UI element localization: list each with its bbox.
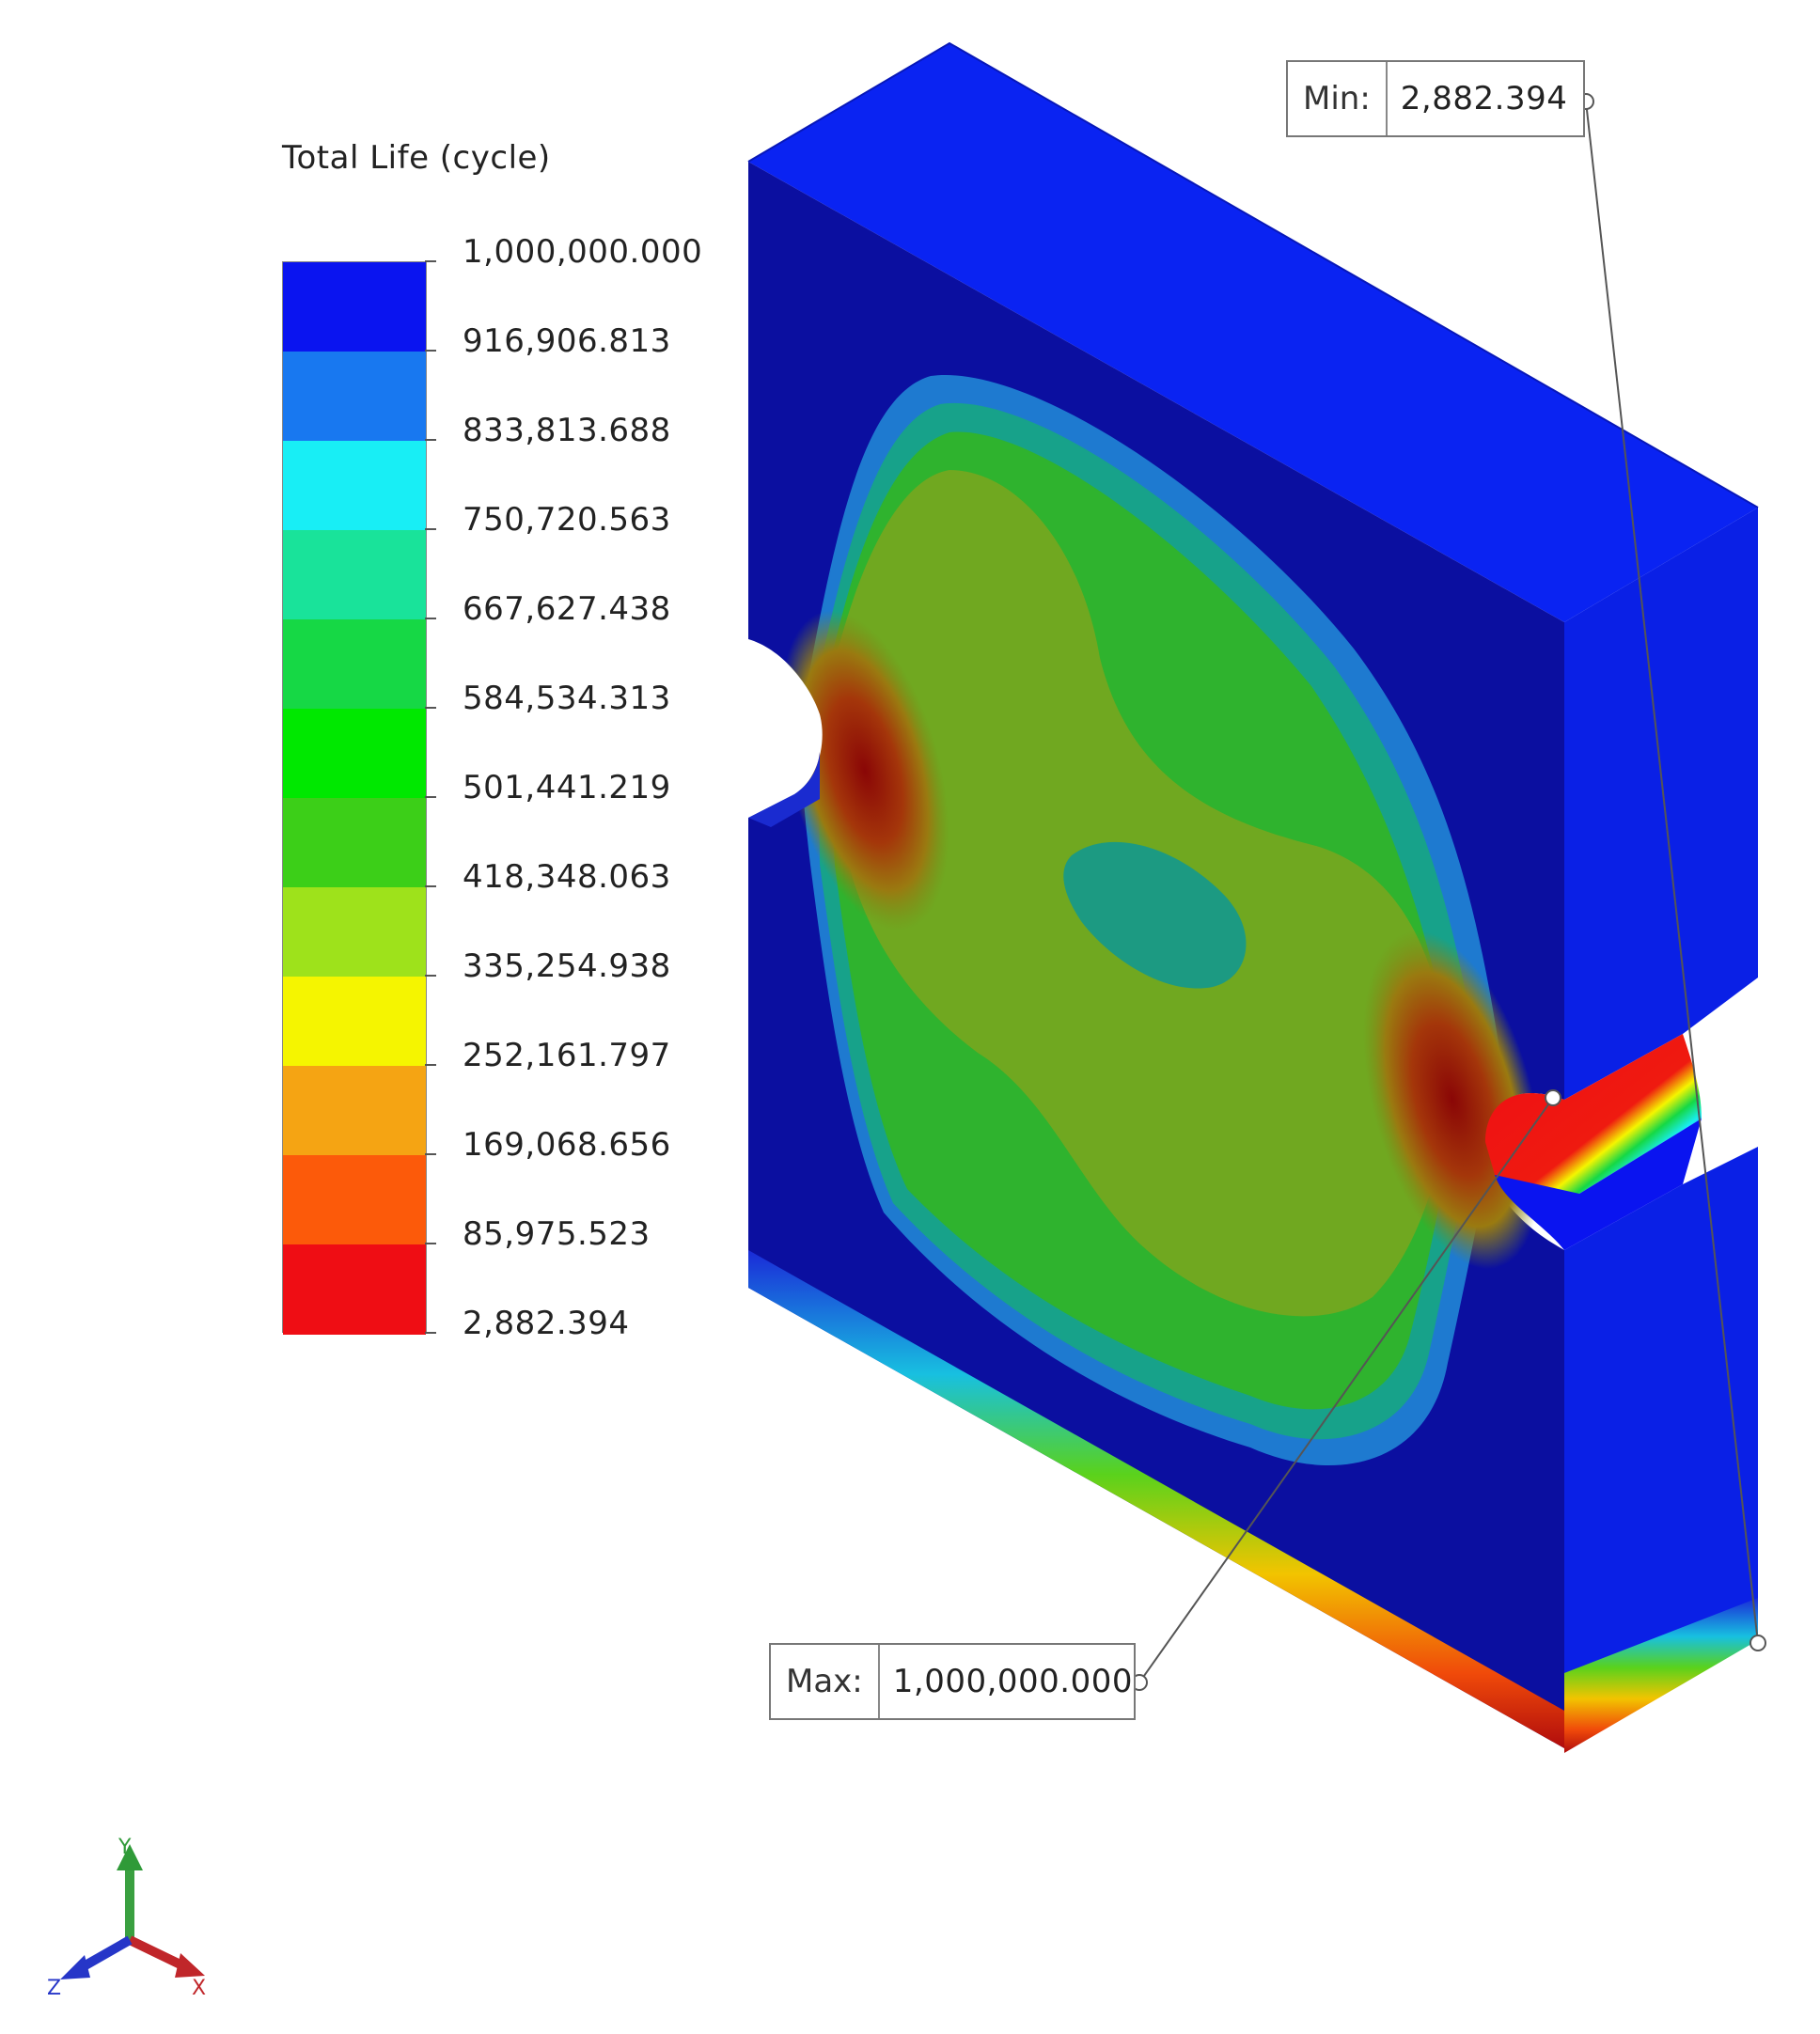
legend-label: 750,720.563: [463, 501, 671, 539]
left-hole-inner: [748, 752, 820, 827]
legend-band: [283, 887, 426, 978]
legend-label: 169,068.656: [463, 1126, 671, 1164]
legend-band: [283, 977, 426, 1067]
legend-label: 584,534.313: [463, 680, 671, 717]
legend-label: 418,348.063: [463, 858, 671, 896]
legend-label: 335,254.938: [463, 947, 671, 985]
legend-tick: [425, 1243, 436, 1244]
legend-label: 667,627.438: [463, 590, 671, 628]
right-hole-lower: [1495, 1119, 1702, 1250]
min-probe-box[interactable]: Min: 2,882.394: [1286, 60, 1585, 137]
left-hole-cutout: [743, 639, 823, 818]
plate-end-face-gradient: [1564, 1598, 1758, 1753]
contour-hotspot-left: [780, 610, 949, 931]
legend-tick: [425, 618, 436, 619]
legend-band: [283, 352, 426, 442]
legend-band: [283, 619, 426, 710]
max-probe-box[interactable]: Max: 1,000,000.000: [769, 1643, 1136, 1720]
plate-bottom-edge-gradient: [748, 1250, 1564, 1748]
legend-label: 1,000,000.000: [463, 233, 703, 271]
legend-label: 85,975.523: [463, 1215, 651, 1253]
legend-band: [283, 1066, 426, 1156]
legend-tick: [425, 796, 436, 798]
legend-tick: [425, 1332, 436, 1334]
legend-label: 916,906.813: [463, 322, 671, 360]
contour-center: [1063, 841, 1247, 989]
plate-top-face: [748, 43, 1758, 622]
plate-side-face-lower: [1564, 1147, 1758, 1748]
legend-band: [283, 441, 426, 531]
legend-label: 501,441.219: [463, 769, 671, 806]
min-probe-key: Min:: [1288, 62, 1388, 135]
right-hole-inner: [1485, 1034, 1702, 1204]
legend-label: 252,161.797: [463, 1037, 671, 1074]
legend-band: [283, 1155, 426, 1245]
legend-tick: [425, 350, 436, 352]
legend-tick: [425, 260, 436, 262]
legend-tick: [425, 885, 436, 887]
legend-tick: [425, 1064, 436, 1066]
legend-band: [283, 1244, 426, 1335]
legend-label: 833,813.688: [463, 412, 671, 449]
min-probe-value: 2,882.394: [1400, 80, 1568, 117]
max-probe-key: Max:: [771, 1645, 880, 1718]
legend-tick: [425, 975, 436, 977]
legend-color-bar: [282, 261, 427, 1335]
legend-tick: [425, 1153, 436, 1155]
max-probe-value: 1,000,000.000: [892, 1663, 1133, 1700]
legend-tick: [425, 528, 436, 530]
plate-side-face-upper: [1564, 508, 1758, 1100]
legend-band: [283, 262, 426, 352]
max-leader-line: [1138, 1097, 1554, 1683]
contour-hotspot-right: [1362, 930, 1543, 1270]
legend-label: 2,882.394: [463, 1305, 630, 1342]
legend-band: [283, 709, 426, 799]
legend-title: Total Life (cycle): [282, 139, 551, 177]
legend-band: [283, 798, 426, 888]
legend-tick: [425, 439, 436, 441]
min-leader-line: [1585, 101, 1759, 1644]
legend-tick: [425, 707, 436, 709]
legend-band: [283, 530, 426, 620]
